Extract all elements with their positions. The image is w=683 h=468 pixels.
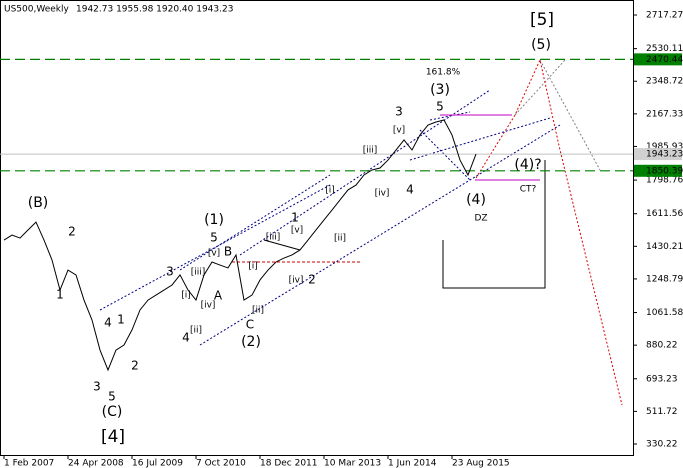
ohlc: 1942.73 1955.98 1920.40 1943.23 <box>76 5 233 15</box>
x-tick-label: 24 Apr 2008 <box>68 459 124 468</box>
level-box <box>634 164 682 177</box>
chart-title: US500,Weekly <box>4 5 69 15</box>
y-tick-label: 330.22 <box>646 440 678 450</box>
x-tick-label: 7 Oct 2010 <box>196 459 246 468</box>
channel-line <box>514 59 566 116</box>
y-tick-label: 1798.76 <box>646 176 683 186</box>
y-tick-label: 511.72 <box>646 407 678 417</box>
wave-label: [4] <box>101 427 125 447</box>
wave-label: 2 <box>308 273 316 287</box>
wave-label: 3 <box>93 380 101 394</box>
wave-label: [iv] <box>201 301 216 311</box>
channel-line <box>179 174 331 271</box>
wave-label: C <box>246 318 254 332</box>
y-tick-label: 2530.11 <box>646 44 683 54</box>
wave-label: 4 <box>406 183 414 197</box>
wave-label: (C) <box>102 404 123 420</box>
channel-line <box>539 59 601 171</box>
wave-label: 4 <box>182 331 190 345</box>
wave-label: [i] <box>325 186 335 196</box>
zone-box <box>442 160 546 289</box>
wave-label: [v] <box>393 126 405 136</box>
wave-label: 5 <box>436 100 444 114</box>
wave-label: 1 <box>291 211 299 225</box>
channel-line <box>429 111 471 121</box>
wave-label: B <box>224 245 232 259</box>
wave-label: (5) <box>531 37 551 53</box>
wave-label: A <box>214 289 223 303</box>
wave-label: [iv] <box>375 189 390 199</box>
wave-label: 1 <box>56 288 64 302</box>
channel-line <box>239 89 491 256</box>
wave-label: 5 <box>108 390 116 404</box>
wave-label: 1 <box>117 313 125 327</box>
x-tick-label: 16 Jul 2009 <box>132 459 183 468</box>
x-tick-label: 10 Mar 2013 <box>324 459 381 468</box>
wave-label: 5 <box>210 231 218 245</box>
wave-label: [iii] <box>191 268 206 278</box>
x-tick-label: 1 Feb 2007 <box>4 459 54 468</box>
wave-label: 2 <box>68 225 76 239</box>
x-tick-label: 23 Aug 2015 <box>452 459 510 468</box>
pointer <box>263 239 301 251</box>
wave-label: [ii] <box>252 306 264 316</box>
y-tick-label: 1248.79 <box>646 274 683 284</box>
wave-label: 3 <box>395 105 403 119</box>
level-box <box>634 148 682 161</box>
wave-label: 3 <box>166 265 174 279</box>
level-box <box>634 53 682 66</box>
wave-label: [i] <box>181 291 191 301</box>
y-tick-label: 2348.72 <box>646 77 683 87</box>
price-line <box>3 119 477 372</box>
wave-label: (2) <box>241 334 261 350</box>
wave-label: (B) <box>28 195 49 211</box>
y-tick-label: 1985.93 <box>646 142 683 152</box>
wave-label: [v] <box>291 226 303 236</box>
y-tick-label: 1430.21 <box>646 242 683 252</box>
wave-label: [v] <box>208 249 220 259</box>
channel-line <box>409 117 551 161</box>
level-label: 1943.23 <box>646 150 683 160</box>
y-tick-label: 693.23 <box>646 374 678 384</box>
level-label: 1850.39 <box>646 166 683 176</box>
wave-label: (1) <box>204 212 224 228</box>
wave-label: [iii] <box>363 146 378 156</box>
wave-label: (3) <box>430 82 450 98</box>
wave-label: 4 <box>104 316 112 330</box>
x-tick-label: 1 Jun 2014 <box>388 459 437 468</box>
x-tick-label: 18 Dec 2011 <box>260 459 318 468</box>
y-tick-label: 1061.58 <box>646 308 683 318</box>
channels <box>99 58 623 406</box>
wave-label: (4) <box>466 192 486 208</box>
wave-label: [iii] <box>266 233 281 243</box>
y-tick-label: 1611.56 <box>646 209 683 219</box>
wave-label: [iv] <box>289 276 304 286</box>
wave-label: [i] <box>248 262 258 272</box>
wave-label: [ii] <box>190 326 202 336</box>
wave-label: [5] <box>530 10 554 30</box>
wave-label: 2 <box>131 359 139 373</box>
y-tick-label: 2167.33 <box>646 109 683 119</box>
wave-label: (4)? <box>514 157 541 173</box>
forecast <box>475 58 623 406</box>
wave-label: 161.8% <box>426 68 461 78</box>
y-tick-label: 2717.27 <box>646 10 683 20</box>
wave-label: CT? <box>520 185 537 195</box>
y-tick-label: 880.22 <box>646 341 678 351</box>
wave-label: [ii] <box>334 234 346 244</box>
wave-label: DZ <box>474 214 487 224</box>
level-label: 2470.44 <box>646 55 683 65</box>
